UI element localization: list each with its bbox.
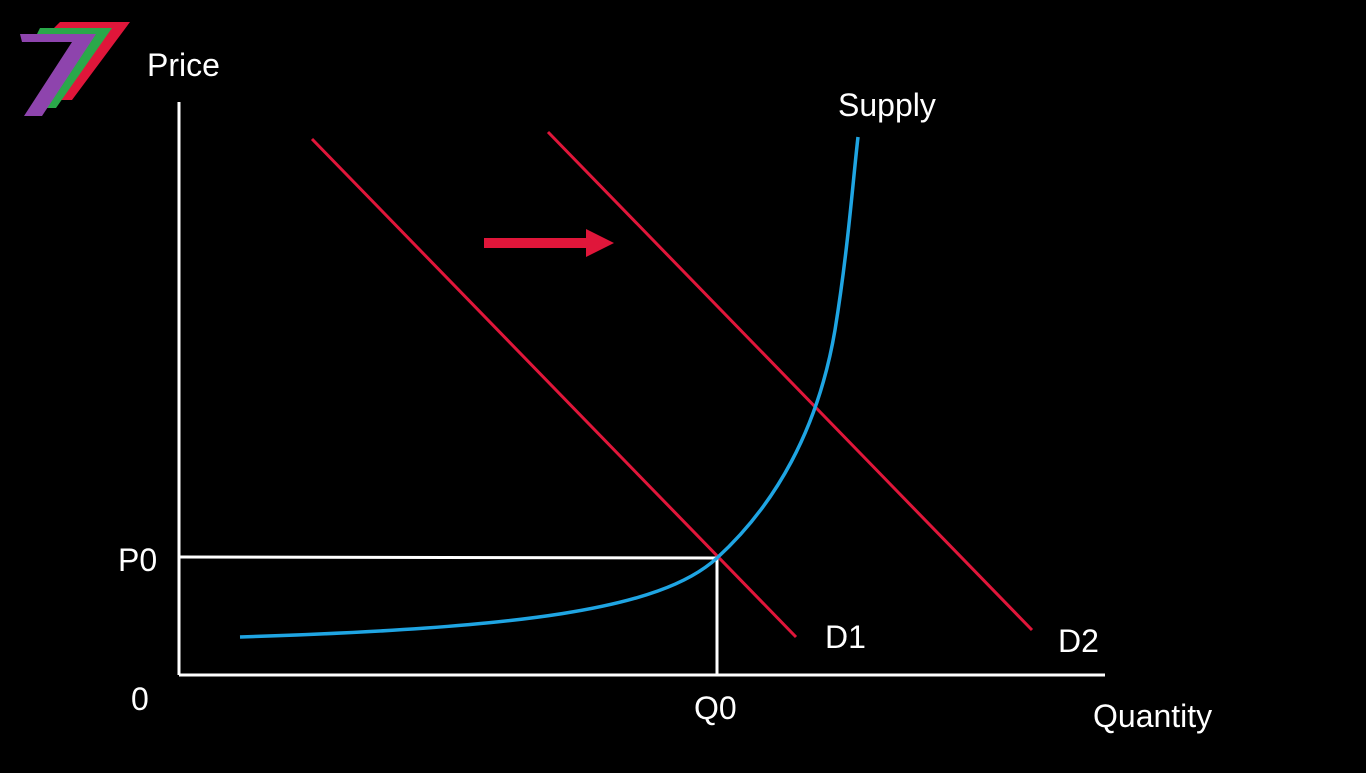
- demand-curve-d2: [546, 130, 1034, 632]
- demand-curve-d1: [310, 137, 798, 639]
- price-p0-label: P0: [118, 542, 157, 578]
- origin-label: 0: [131, 681, 149, 717]
- y-axis-label: Price: [147, 47, 220, 83]
- demand-d2-label: D2: [1058, 623, 1099, 659]
- demand-d1-label: D1: [825, 619, 866, 655]
- supply-label: Supply: [838, 87, 936, 123]
- supply-curve: [239, 136, 860, 639]
- quantity-q0-label: Q0: [694, 690, 737, 726]
- x-axis-label: Quantity: [1093, 698, 1212, 734]
- stacked-seven-logo-icon: [20, 22, 130, 116]
- logo-stripe-purple: [20, 34, 96, 116]
- shift-arrow-shaft: [484, 238, 588, 248]
- right-arrow-icon: [484, 229, 614, 257]
- shift-arrow-head: [586, 229, 614, 257]
- price-guide-line: [178, 555, 718, 560]
